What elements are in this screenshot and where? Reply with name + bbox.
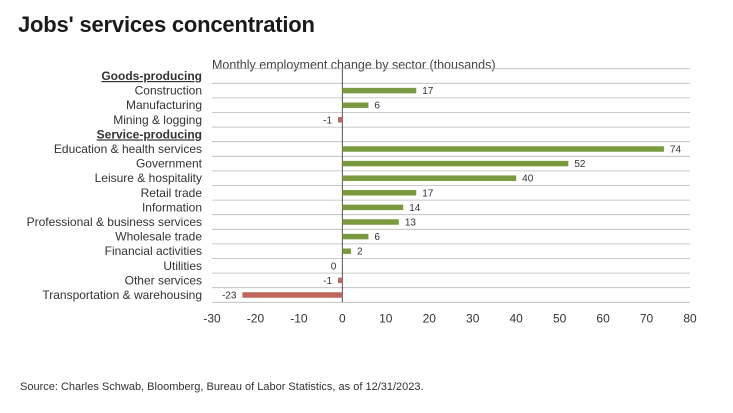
bar [342,146,664,152]
data-label: -23 [222,291,237,302]
category-label: Mining & logging [113,113,202,127]
data-label: -1 [323,276,332,287]
x-tick-label: 20 [423,311,437,325]
data-label: 13 [405,218,417,229]
x-tick-label: 50 [553,311,567,325]
category-label: Manufacturing [126,98,202,112]
category-label: Utilities [163,259,202,273]
category-label: Retail trade [141,186,203,200]
x-tick-label: 0 [339,311,346,325]
bar [242,292,343,298]
data-label: 74 [670,145,682,156]
category-label: Professional & business services [27,215,202,229]
source-note: Source: Charles Schwab, Bloomberg, Burea… [20,381,424,393]
x-tick-label: 60 [596,311,610,325]
category-label: Leisure & hospitality [95,171,202,185]
data-label: 40 [522,174,534,185]
x-tick-label: 10 [379,311,393,325]
category-label: Information [142,200,202,214]
category-label: Transportation & warehousing [42,288,202,302]
bar [342,204,404,211]
data-label: -1 [323,115,332,126]
bar [342,248,352,254]
x-tick-label: -20 [247,311,265,325]
bar [342,190,417,196]
chart-title: Jobs' services concentration [18,12,315,37]
section-header-label: Goods-producing [101,69,202,83]
bar [342,102,369,108]
bar [342,160,569,167]
data-label: 17 [422,86,434,97]
bar [338,117,343,123]
category-label: Education & health services [54,142,202,156]
data-label: 2 [357,247,363,258]
bar [342,175,517,181]
data-label: 52 [574,159,586,170]
category-label: Construction [135,84,202,98]
category-label: Financial activities [105,244,202,258]
bar [342,233,369,240]
data-label: 6 [374,232,380,243]
x-tick-label: 70 [640,311,654,325]
x-tick-label: 30 [466,311,480,325]
category-label: Wholesale trade [115,230,202,244]
x-tick-label: 40 [510,311,524,325]
bar [342,219,399,225]
bar [338,277,343,284]
data-label: 14 [409,203,421,214]
data-label: 0 [331,261,337,272]
data-label: 17 [422,188,434,199]
category-label: Other services [125,273,202,287]
section-header-label: Service-producing [97,127,202,141]
bar [342,87,417,94]
category-label: Government [136,157,203,171]
x-tick-label: 80 [683,311,697,325]
x-tick-label: -30 [203,311,221,325]
data-label: 6 [374,101,380,112]
x-tick-label: -10 [290,311,308,325]
